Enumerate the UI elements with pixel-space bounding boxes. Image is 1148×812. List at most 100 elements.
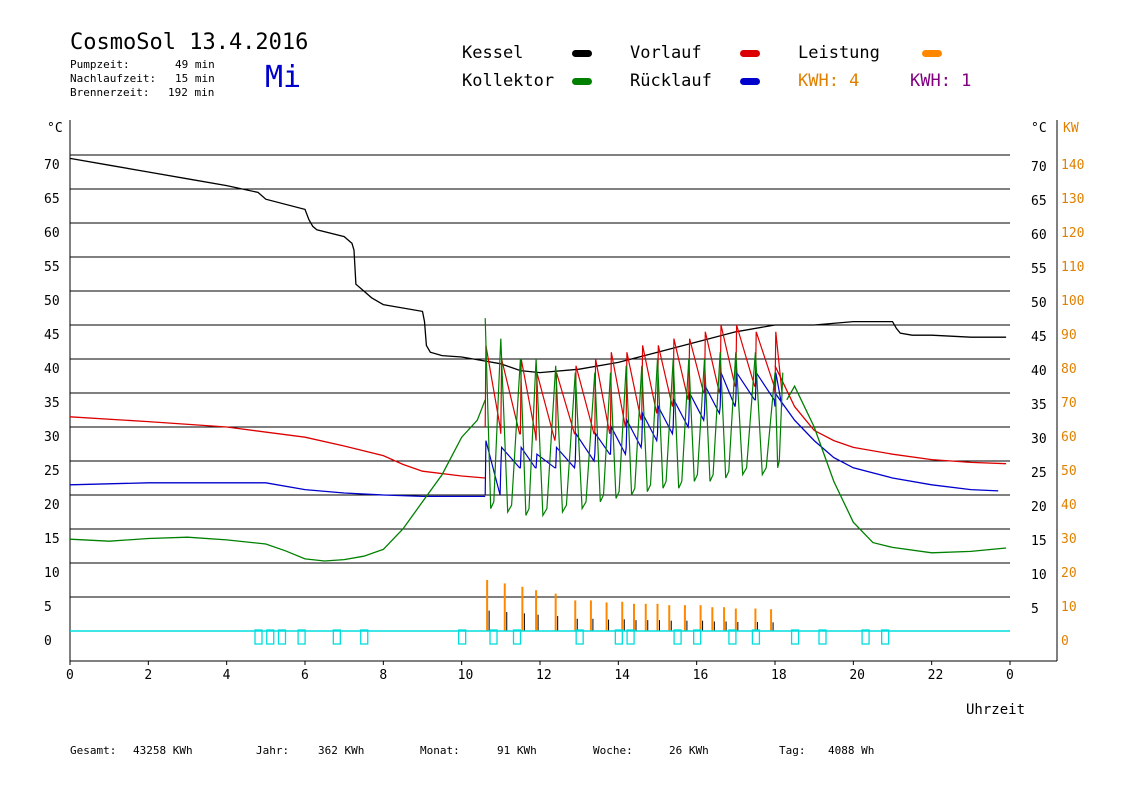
x-tick: 6 [301, 668, 309, 683]
series-rücklauf [69, 482, 486, 498]
y-right-kw-tick: 10 [1061, 600, 1077, 615]
y-right-c-tick: 60 [1031, 228, 1047, 243]
y-left-tick: 40 [44, 362, 60, 377]
pump-mark [266, 629, 275, 645]
y-right-kw-tick: 140 [1061, 158, 1084, 173]
y-left-tick: 0 [44, 634, 52, 649]
y-right-kw-tick: 80 [1061, 362, 1077, 377]
legend-ruecklauf-swatch [740, 78, 760, 85]
series-kollektor-spätes- [786, 384, 1007, 554]
brenner-time-value: 192 min [168, 86, 215, 99]
x-tick: 0 [1006, 668, 1014, 683]
y-right-c-tick: 15 [1031, 534, 1047, 549]
series-rücklauf-spätes- [774, 392, 999, 492]
y-left-tick: 20 [44, 498, 60, 513]
x-tick: 10 [458, 668, 474, 683]
legend-leistung-swatch [922, 50, 942, 57]
pump-time-label: Pumpzeit: [70, 58, 130, 71]
footer-tag-label: Tag: [779, 744, 806, 757]
x-tick: 2 [144, 668, 152, 683]
footer-monat-label: Monat: [420, 744, 460, 757]
legend-vorlauf: Vorlauf [630, 43, 702, 63]
series-vorlauf-osc [484, 324, 783, 441]
legend-leistung: Leistung [798, 43, 880, 63]
x-axis-label: Uhrzeit [966, 702, 1026, 718]
y-right-c-tick: 30 [1031, 432, 1047, 447]
legend-kwh-solar: KWH: 4 [798, 71, 860, 91]
y-left-tick: 5 [44, 600, 52, 615]
y-left-tick: 45 [44, 328, 60, 343]
y-right-kw-tick: 60 [1061, 430, 1077, 445]
y-left-tick: 55 [44, 260, 60, 275]
y-right-c-tick: 35 [1031, 398, 1047, 413]
legend-kessel-swatch [572, 50, 592, 57]
x-tick: 12 [536, 668, 552, 683]
chart-series [69, 157, 1007, 562]
y-right-kw-tick: 0 [1061, 634, 1069, 649]
y-right-c-tick: 55 [1031, 262, 1047, 277]
x-tick: 22 [928, 668, 944, 683]
y-left-tick: 25 [44, 464, 60, 479]
series-vorlauf-spätes- [774, 365, 1007, 465]
footer-monat-value: 91 KWh [497, 744, 537, 757]
y-left-tick: 10 [44, 566, 60, 581]
pump-mark [575, 629, 584, 645]
x-tick: 4 [223, 668, 231, 683]
series-kessel [69, 157, 1007, 374]
chart-axes [69, 120, 1058, 665]
legend-vorlauf-swatch [740, 50, 760, 57]
y-right-unit-c: °C [1031, 121, 1047, 136]
x-tick: 20 [849, 668, 865, 683]
pump-mark [693, 629, 702, 645]
chart-marks [70, 580, 1010, 645]
y-left-unit: °C [47, 121, 63, 136]
pump-mark [728, 629, 737, 645]
pump-mark [614, 629, 623, 645]
y-right-kw-tick: 40 [1061, 498, 1077, 513]
x-tick: 0 [66, 668, 74, 683]
y-left-tick: 70 [44, 158, 60, 173]
pump-mark [360, 629, 369, 645]
pump-mark [254, 629, 263, 645]
footer-woche-value: 26 KWh [669, 744, 709, 757]
chart-grid [70, 154, 1010, 598]
y-left-tick: 60 [44, 226, 60, 241]
pump-mark [277, 629, 287, 645]
y-right-kw-tick: 50 [1061, 464, 1077, 479]
legend-kollektor: Kollektor [462, 71, 555, 91]
legend-ruecklauf: Rücklauf [630, 71, 712, 91]
pump-mark [673, 629, 682, 645]
y-right-c-tick: 25 [1031, 466, 1047, 481]
pump-mark [489, 629, 498, 645]
chart-title: CosmoSol 13.4.2016 [70, 30, 309, 55]
footer-woche-label: Woche: [593, 744, 633, 757]
y-left-tick: 35 [44, 396, 60, 411]
pump-mark [818, 629, 827, 645]
y-right-kw-tick: 120 [1061, 226, 1084, 241]
y-right-c-tick: 5 [1031, 602, 1039, 617]
nachlauf-time-label: Nachlaufzeit: [70, 72, 157, 85]
pump-mark [861, 629, 870, 645]
footer-gesamt-value: 43258 KWh [133, 744, 193, 757]
pump-mark [626, 629, 635, 645]
y-right-unit-kw: KW [1063, 121, 1079, 136]
legend-kollektor-swatch [572, 78, 592, 85]
legend-kwh-brenner: KWH: 1 [910, 71, 972, 91]
y-right-kw-tick: 20 [1061, 566, 1077, 581]
footer-jahr-value: 362 KWh [318, 744, 365, 757]
y-right-kw-tick: 100 [1061, 294, 1084, 309]
pump-mark [881, 629, 890, 645]
pump-mark [790, 629, 800, 645]
chart-tick-labels: 0510152025303540455055606570510152025303… [44, 158, 1084, 683]
footer-tag-value: 4088 Wh [828, 744, 875, 757]
y-left-tick: 30 [44, 430, 60, 445]
y-right-kw-tick: 130 [1061, 192, 1084, 207]
pump-mark [458, 629, 467, 645]
x-tick: 18 [771, 668, 787, 683]
series-vorlauf [69, 416, 486, 479]
footer-jahr-label: Jahr: [256, 744, 290, 757]
x-tick: 16 [693, 668, 709, 683]
y-right-c-tick: 45 [1031, 330, 1047, 345]
y-right-kw-tick: 90 [1061, 328, 1077, 343]
